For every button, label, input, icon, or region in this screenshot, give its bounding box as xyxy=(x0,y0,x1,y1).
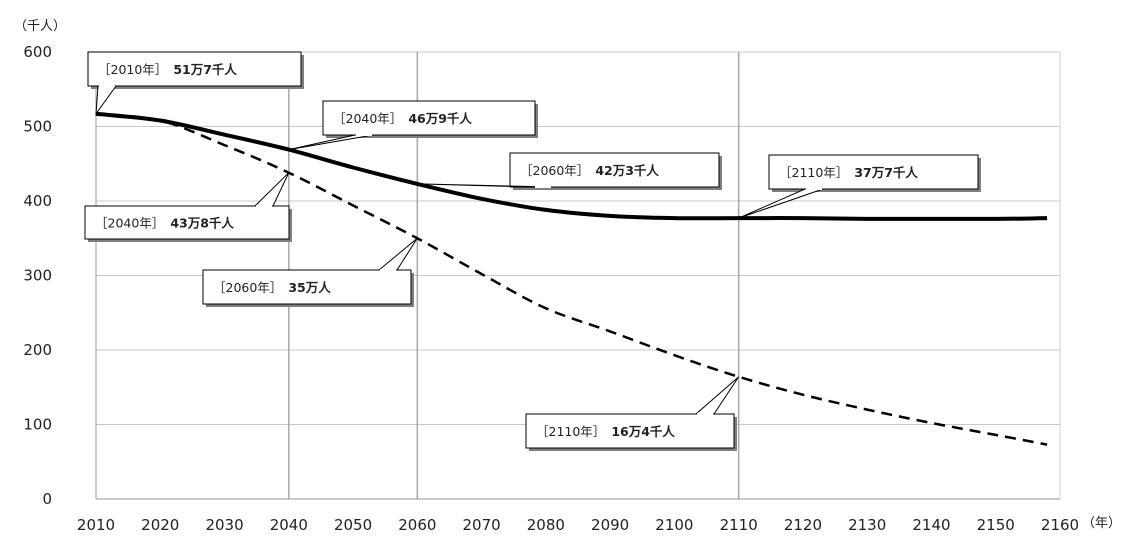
y-tick-label: 600 xyxy=(23,43,52,61)
callout-year: ［2110年］ xyxy=(536,424,605,439)
callout-year: ［2010年］ xyxy=(98,62,167,77)
callout-tail xyxy=(738,188,824,219)
callout-value: 42万3千人 xyxy=(595,163,659,178)
callout-value: 37万7千人 xyxy=(854,165,918,180)
annotation-callout: ［2040年］ 46万9千人 xyxy=(288,100,538,151)
y-tick-label: 400 xyxy=(23,192,52,210)
x-tick-label: 2030 xyxy=(205,516,243,534)
x-tick-label: 2010 xyxy=(77,516,115,534)
annotation-callout: ［2110年］ 16万4千人 xyxy=(525,376,740,451)
callout-label: ［2110年］ 37万7千人 xyxy=(779,165,918,180)
callout-value: 43万8千人 xyxy=(170,216,234,231)
series-line-dashed xyxy=(95,112,1048,446)
callout-label: ［2040年］ 46万9千人 xyxy=(333,111,472,126)
callout-tail xyxy=(95,85,117,116)
x-unit-label: （年） xyxy=(1082,516,1121,531)
annotation-callout: ［2060年］ 35万人 xyxy=(202,237,418,307)
callout-tail xyxy=(694,376,740,415)
x-tick-label: 2160 xyxy=(1041,516,1079,534)
x-tick-label: 2040 xyxy=(270,516,308,534)
x-tick-label: 2110 xyxy=(720,516,758,534)
x-tick-label: 2080 xyxy=(527,516,565,534)
series-line-solid xyxy=(95,111,1048,221)
callout-label: ［2060年］ 42万3千人 xyxy=(520,163,659,178)
x-tick-label: 2140 xyxy=(912,516,950,534)
callout-box xyxy=(84,205,290,240)
y-unit-label: （千人） xyxy=(14,19,66,34)
x-tick-label: 2150 xyxy=(977,516,1015,534)
callout-value: 16万4千人 xyxy=(611,424,675,439)
callout-label: ［2010年］ 51万7千人 xyxy=(98,62,237,77)
y-tick-label: 200 xyxy=(23,341,52,359)
callout-label: ［2110年］ 16万4千人 xyxy=(536,424,675,439)
annotation-callout: ［2110年］ 37万7千人 xyxy=(738,154,981,219)
callout-year: ［2060年］ xyxy=(213,280,282,295)
callout-value: 35万人 xyxy=(288,280,331,295)
callout-box xyxy=(202,269,412,305)
series-layer xyxy=(95,111,1048,446)
callout-year: ［2060年］ xyxy=(520,163,589,178)
annotation-callout: ［2010年］ 51万7千人 xyxy=(87,51,304,116)
x-tick-label: 2060 xyxy=(398,516,436,534)
callout-box xyxy=(525,413,735,449)
callout-box xyxy=(768,154,979,190)
x-tick-label: 2090 xyxy=(591,516,629,534)
x-tick-label: 2130 xyxy=(848,516,886,534)
callout-label: ［2040年］ 43万8千人 xyxy=(95,216,234,231)
callout-label: ［2060年］ 35万人 xyxy=(213,280,331,295)
y-tick-label: 100 xyxy=(23,416,52,434)
callout-value: 51万7千人 xyxy=(173,62,237,77)
callout-box xyxy=(87,51,302,87)
annotation-callout: ［2040年］ 43万8千人 xyxy=(84,172,292,242)
annotation-callout: ［2060年］ 42万3千人 xyxy=(417,152,722,190)
x-tick-label: 2050 xyxy=(334,516,372,534)
callout-value: 46万9千人 xyxy=(408,111,472,126)
x-tick-label: 2020 xyxy=(141,516,179,534)
callout-year: ［2110年］ xyxy=(779,165,848,180)
callout-box xyxy=(322,100,536,136)
x-tick-label: 2120 xyxy=(784,516,822,534)
callout-layer: ［2010年］ 51万7千人［2040年］ 46万9千人［2060年］ 42万3千人 ［… xyxy=(84,51,981,451)
x-tick-label: 2070 xyxy=(463,516,501,534)
y-tick-label: 500 xyxy=(23,118,52,136)
axis-layer: 0 100 200 300 400 500 600 2010 2020 2030 2040 2050 2… xyxy=(23,43,1079,534)
callout-tail xyxy=(377,237,418,271)
callout-year: ［2040年］ xyxy=(95,216,164,231)
y-tick-label: 0 xyxy=(42,490,52,508)
y-tick-label: 300 xyxy=(23,267,52,285)
callout-year: ［2040年］ xyxy=(333,111,402,126)
callout-box xyxy=(509,152,720,188)
x-tick-label: 2100 xyxy=(655,516,693,534)
